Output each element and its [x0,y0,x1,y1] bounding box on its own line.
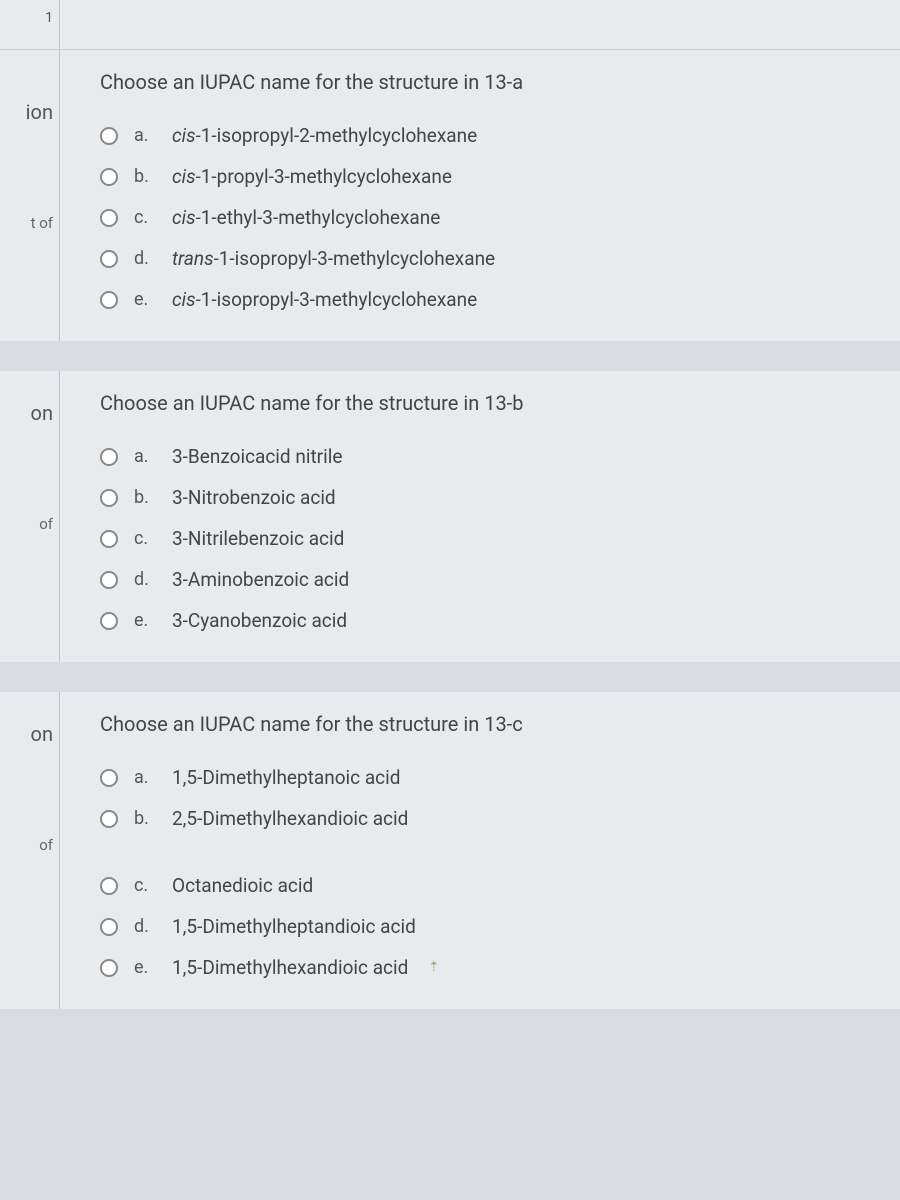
option-text: trans-1-isopropyl-3-methylcyclohexane [172,247,495,270]
quiz-page: 1 ion t of Choose an IUPAC name for the … [0,0,900,1200]
sidebar-points-label: of [0,435,59,543]
top-sidebar: 1 [0,0,60,49]
radio-icon[interactable] [100,489,118,507]
option-letter: b. [134,166,156,187]
options-list: a. 3-Benzoicacid nitrile b. 3-Nitrobenzo… [100,445,880,632]
option-row[interactable]: b. cis-1-propyl-3-methylcyclohexane [100,165,880,188]
sidebar-points-label: of [0,756,59,864]
question-block: on of Choose an IUPAC name for the struc… [0,692,900,1009]
question-sidebar: on of [0,371,60,662]
option-row[interactable]: e. 3-Cyanobenzoic acid [100,609,880,632]
option-row[interactable]: a. 3-Benzoicacid nitrile [100,445,880,468]
option-main: 1-propyl-3-methylcyclohexane [201,165,452,188]
option-text: Octanedioic acid [172,874,313,897]
option-row[interactable]: b. 2,5-Dimethylhexandioic acid [100,807,880,830]
option-row[interactable]: c. 3-Nitrilebenzoic acid [100,527,880,550]
radio-icon[interactable] [100,810,118,828]
radio-icon[interactable] [100,918,118,936]
question-content: Choose an IUPAC name for the structure i… [60,692,900,1009]
cursor-icon: ⇡ [428,960,438,975]
option-letter: a. [134,446,156,467]
option-row[interactable]: a. 1,5-Dimethylheptanoic acid [100,766,880,789]
option-letter: d. [134,916,156,937]
italic-prefix: cis- [172,288,201,311]
question-sidebar: ion t of [0,50,60,341]
radio-icon[interactable] [100,209,118,227]
question-prompt: Choose an IUPAC name for the structure i… [100,391,880,415]
italic-prefix: cis- [172,124,201,147]
option-text: cis-1-ethyl-3-methylcyclohexane [172,206,440,229]
option-row[interactable]: a. cis-1-isopropyl-2-methylcyclohexane [100,124,880,147]
option-text: 3-Benzoicacid nitrile [172,445,342,468]
option-letter: b. [134,808,156,829]
option-text: cis-1-isopropyl-2-methylcyclohexane [172,124,477,147]
italic-prefix: cis- [172,206,201,229]
option-text: 1,5-Dimethylhexandioic acid [172,956,408,979]
option-letter: c. [134,207,156,228]
option-letter: e. [134,957,156,978]
radio-icon[interactable] [100,612,118,630]
option-letter: d. [134,248,156,269]
radio-icon[interactable] [100,769,118,787]
option-main: 1-ethyl-3-methylcyclohexane [201,206,441,229]
sidebar-question-label: on [0,712,59,756]
option-letter: e. [134,289,156,310]
option-text: 1,5-Dimethylheptandioic acid [172,915,416,938]
italic-prefix: trans- [172,247,219,270]
radio-icon[interactable] [100,250,118,268]
option-row[interactable]: d. trans-1-isopropyl-3-methylcyclohexane [100,247,880,270]
option-text: cis-1-propyl-3-methylcyclohexane [172,165,452,188]
sidebar-question-label: on [0,391,59,435]
option-main: 1-isopropyl-3-methylcyclohexane [201,288,477,311]
option-letter: b. [134,487,156,508]
top-content-empty [60,0,900,49]
option-text: 3-Nitrilebenzoic acid [172,527,344,550]
radio-icon[interactable] [100,291,118,309]
radio-icon[interactable] [100,448,118,466]
page-top-strip: 1 [0,0,900,50]
option-row[interactable]: c. cis-1-ethyl-3-methylcyclohexane [100,206,880,229]
sidebar-points-label: t of [0,134,59,242]
question-block: on of Choose an IUPAC name for the struc… [0,371,900,662]
option-text: 1,5-Dimethylheptanoic acid [172,766,400,789]
top-marker: 1 [0,8,59,36]
option-row[interactable]: e. cis-1-isopropyl-3-methylcyclohexane [100,288,880,311]
option-text: cis-1-isopropyl-3-methylcyclohexane [172,288,477,311]
option-text: 3-Cyanobenzoic acid [172,609,347,632]
question-block: ion t of Choose an IUPAC name for the st… [0,50,900,341]
option-row[interactable]: d. 3-Aminobenzoic acid [100,568,880,591]
italic-prefix: cis- [172,165,201,188]
option-letter: e. [134,610,156,631]
question-sidebar: on of [0,692,60,1009]
radio-icon[interactable] [100,127,118,145]
radio-icon[interactable] [100,571,118,589]
option-letter: a. [134,767,156,788]
option-row[interactable]: c. Octanedioic acid [100,874,880,897]
option-row[interactable]: b. 3-Nitrobenzoic acid [100,486,880,509]
sidebar-question-label: ion [0,70,59,134]
option-letter: d. [134,569,156,590]
question-content: Choose an IUPAC name for the structure i… [60,50,900,341]
question-content: Choose an IUPAC name for the structure i… [60,371,900,662]
option-letter: a. [134,125,156,146]
radio-icon[interactable] [100,877,118,895]
radio-icon[interactable] [100,530,118,548]
options-list: a. cis-1-isopropyl-2-methylcyclohexane b… [100,124,880,311]
option-main: 1-isopropyl-3-methylcyclohexane [219,247,495,270]
option-text: 2,5-Dimethylhexandioic acid [172,807,408,830]
radio-icon[interactable] [100,168,118,186]
option-row[interactable]: d. 1,5-Dimethylheptandioic acid [100,915,880,938]
option-letter: c. [134,528,156,549]
option-text: 3-Nitrobenzoic acid [172,486,336,509]
option-main: 1-isopropyl-2-methylcyclohexane [201,124,477,147]
options-list: a. 1,5-Dimethylheptanoic acid b. 2,5-Dim… [100,766,880,979]
option-row[interactable]: e. 1,5-Dimethylhexandioic acid ⇡ [100,956,880,979]
option-text: 3-Aminobenzoic acid [172,568,349,591]
question-prompt: Choose an IUPAC name for the structure i… [100,70,880,94]
radio-icon[interactable] [100,959,118,977]
question-prompt: Choose an IUPAC name for the structure i… [100,712,880,736]
option-letter: c. [134,875,156,896]
